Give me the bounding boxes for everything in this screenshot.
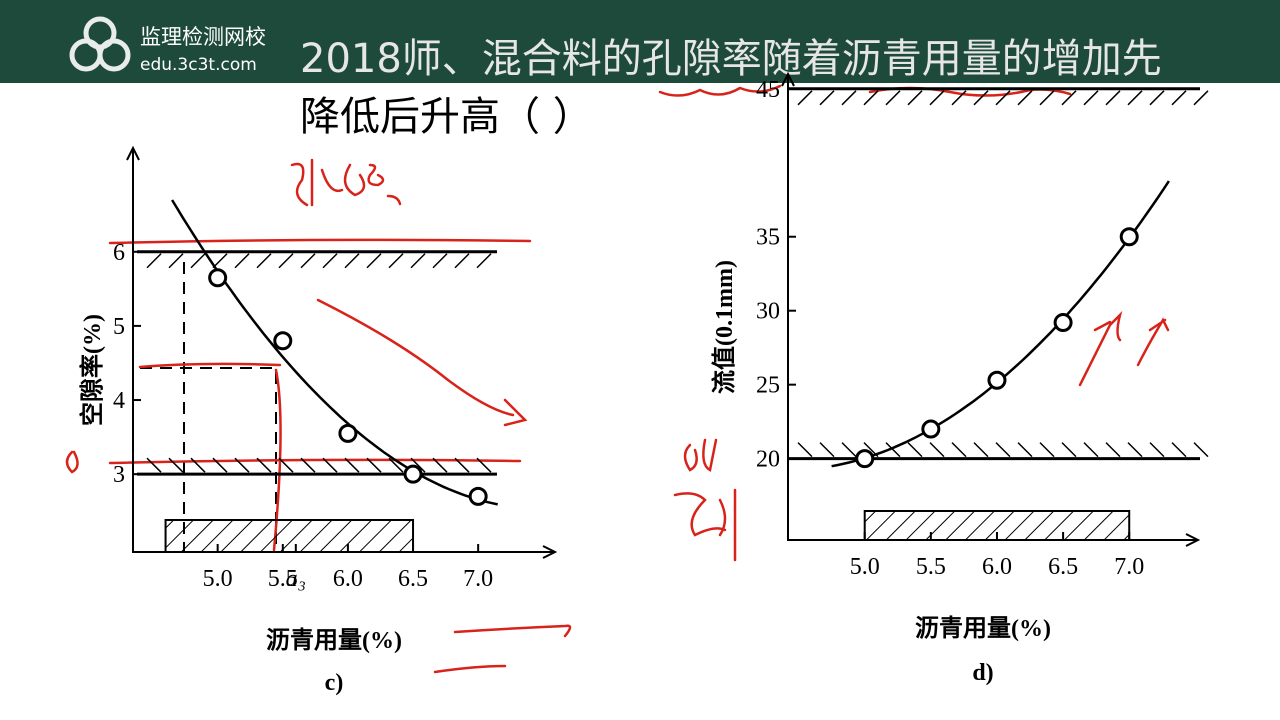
x-axis-label: 沥青用量(%)	[266, 627, 402, 654]
x-axis-label: 沥青用量(%)	[915, 615, 1051, 642]
axes	[132, 148, 555, 553]
x-tick-label: 5.5	[916, 554, 946, 580]
limit-hatch	[146, 253, 492, 269]
y-tick-label: 5	[113, 314, 125, 340]
range-bar	[863, 510, 1131, 541]
x-tick-label: 6.5	[398, 566, 428, 592]
header-bar	[0, 0, 1280, 83]
data-point	[1053, 313, 1073, 333]
x-tick-label: 6.0	[333, 566, 363, 592]
chart-caption: d)	[972, 660, 993, 686]
trend-curve	[171, 199, 498, 506]
chart-caption: c)	[325, 670, 344, 696]
range-bar	[164, 519, 415, 553]
y-tick-label: 35	[756, 225, 780, 251]
y-tick-label: 25	[756, 373, 780, 399]
x-tick-label: 5.5	[268, 566, 298, 592]
y-axis-label: 流值(0.1mm)	[710, 260, 738, 394]
axis-arrow	[1185, 533, 1201, 547]
y-tick-label: 3	[113, 462, 125, 488]
guide-lines	[140, 262, 277, 552]
data-point	[468, 486, 488, 506]
data-point	[208, 268, 228, 288]
y-tick-label: 20	[756, 447, 780, 473]
limit-hatch	[797, 90, 1209, 106]
logo-url: edu.3c3t.com	[140, 55, 257, 75]
limit-hatch	[797, 442, 1209, 458]
limit-hatch	[146, 457, 492, 473]
x-tick-label: 5.0	[203, 566, 233, 592]
data-point	[921, 419, 941, 439]
x-tick-label: 7.0	[1114, 554, 1144, 580]
logo-name: 监理检测网校	[140, 25, 266, 49]
axis-arrow	[126, 145, 140, 161]
y-tick-label: 30	[756, 299, 780, 325]
axes	[787, 74, 1198, 541]
axis-arrow	[542, 545, 558, 559]
data-point	[987, 370, 1007, 390]
x-tick-label: 6.0	[982, 554, 1012, 580]
x-tick-label: 7.0	[463, 566, 493, 592]
x-tick-label: 6.5	[1048, 554, 1078, 580]
data-point	[855, 449, 875, 469]
x-tick-label: 5.0	[850, 554, 880, 580]
data-point	[338, 423, 358, 443]
data-point	[403, 464, 423, 484]
data-point	[273, 331, 293, 351]
logo	[69, 16, 131, 72]
x-tick-label: a₃	[286, 566, 306, 592]
data-point	[1119, 227, 1139, 247]
y-axis-label: 空隙率(%)	[78, 314, 106, 426]
handwriting	[65, 84, 1170, 674]
axis-arrow	[781, 71, 795, 87]
question-line: 2018师、混合料的孔隙率随着沥青用量的增加先	[300, 36, 1162, 82]
question-line: 降低后升高（ ）	[300, 94, 593, 140]
y-tick-label: 6	[113, 240, 125, 266]
y-tick-label: 45	[756, 77, 780, 103]
y-tick-label: 4	[113, 388, 125, 414]
